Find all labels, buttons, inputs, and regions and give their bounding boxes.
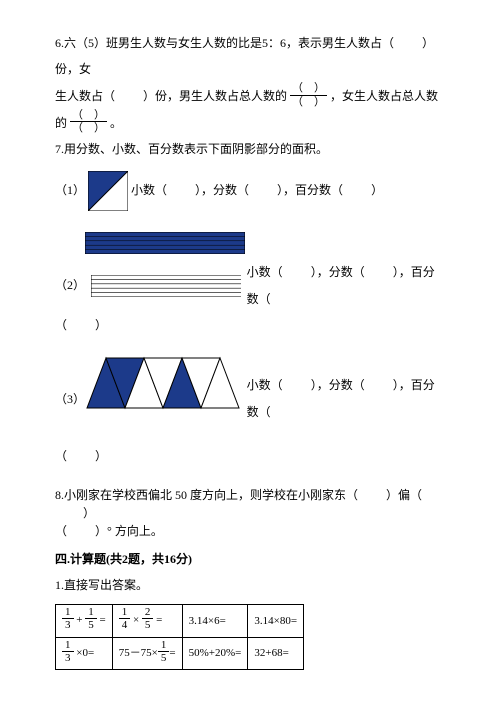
q6-line2: 生人数占（ ）份，男生人数占总人数的 （ ）（ ） ，女生人数占总人数 (55, 83, 445, 110)
q7-heading: 7.用分数、小数、百分数表示下面阴影部分的面积。 (55, 136, 445, 162)
q7-fs: ），分数（ (195, 183, 249, 197)
q6-line1: 6.六（5）班男生人数与女生人数的比是5：6，表示男生人数占（）份，女 (55, 30, 445, 83)
paren-fraction: （ ）（ ） (290, 82, 327, 107)
fraction: 13 (62, 606, 74, 631)
q7-paren-open: （ (55, 449, 67, 463)
q6-text5: ，女生人数占总人数 (330, 89, 438, 103)
q7-fig2 (85, 229, 445, 255)
table-cell: 75－75×15= (112, 637, 182, 669)
table-cell: 14 × 25 = (112, 605, 182, 637)
paren-fraction: （ ）（ ） (70, 109, 107, 134)
q6-text6: 的 (55, 116, 67, 130)
section4-heading: 四.计算题(共2题，共16分) (55, 546, 445, 572)
fraction: 13 (62, 639, 74, 664)
q8-line1: 8.小刚家在学校西偏北 50 度方向上，则学校在小刚家东（ ）偏（ ） （ ）° 方向… (55, 486, 445, 540)
q7-xs: 小数（ (247, 378, 283, 392)
fig-triangles (85, 356, 243, 410)
table-cell: 3.14×6= (182, 605, 248, 637)
q7-xs: 小数（ (247, 265, 283, 279)
expr-text: 75－75× (119, 647, 158, 659)
q6-text7: 。 (110, 116, 122, 130)
q7-item1-label: （1） (55, 183, 85, 197)
q7-item3-line2: （） (55, 443, 445, 469)
q8-text5: ）° 方向上。 (95, 524, 163, 538)
q7-item1: （1） 小数（ ），分数（ ），百分数（ ） (55, 171, 445, 211)
q7-fs: ），分数（ (311, 378, 365, 392)
fraction: 14 (119, 606, 131, 631)
q7-xs: 小数（ (131, 183, 167, 197)
q7-item2-row: （2） 小数（），分数（），百分数（ (55, 259, 445, 312)
q6-text4: ）份，男生人数占总人数的 (143, 89, 287, 103)
q8-text4: （ (55, 524, 67, 538)
q7-close: ） (371, 183, 383, 197)
q7-item3-label: （3） (55, 386, 85, 412)
q7-item2-label: （2） (55, 272, 85, 298)
q8-text3: ） (83, 506, 95, 520)
q7-bfs: ），百分数（ (277, 183, 343, 197)
op: + (76, 615, 82, 627)
fraction: 15 (158, 639, 170, 664)
table-row: 13 ×0= 75－75×15= 50%+20%= 32+68= (56, 637, 304, 669)
table-cell: 32+68= (248, 637, 304, 669)
q7-close: ） (95, 449, 107, 463)
table-cell: 50%+20%= (182, 637, 248, 669)
table-cell: 13 ×0= (56, 637, 113, 669)
fraction: 25 (142, 606, 154, 631)
table-row: 13 + 15 = 14 × 25 = 3.14×6= 3.14×80= (56, 605, 304, 637)
section4-sub1: 1.直接写出答案。 (55, 572, 445, 598)
fig-square-diagonal (88, 171, 128, 211)
q7-item2-line2: （） (55, 312, 445, 338)
q6-text3: 生人数占（ (55, 89, 115, 103)
op: × (133, 615, 139, 627)
q7-paren-open: （ (55, 318, 67, 332)
q6-text1: 6.六（5）班男生人数与女生人数的比是5：6，表示男生人数占（ (55, 36, 394, 50)
fig-stripes-empty (91, 275, 241, 297)
calc-table: 13 + 15 = 14 × 25 = 3.14×6= 3.14×80= 13 … (55, 604, 304, 669)
fig-stripes-filled (85, 232, 245, 254)
q7-item2-text: 小数（），分数（），百分数（ (247, 259, 445, 312)
q7-item3-text: 小数（），分数（），百分数（ (247, 372, 445, 425)
q6-line3: 的 （ ）（ ） 。 (55, 110, 445, 137)
q8-text1: 8.小刚家在学校西偏北 50 度方向上，则学校在小刚家东（ (55, 488, 358, 502)
q8-text2: ）偏（ (386, 488, 422, 502)
page: 6.六（5）班男生人数与女生人数的比是5：6，表示男生人数占（）份，女 生人数占… (0, 0, 500, 690)
table-cell: 3.14×80= (248, 605, 304, 637)
table-cell: 13 + 15 = (56, 605, 113, 637)
fraction: 15 (85, 606, 97, 631)
q7-fs: ），分数（ (311, 265, 365, 279)
q7-close: ） (95, 318, 107, 332)
